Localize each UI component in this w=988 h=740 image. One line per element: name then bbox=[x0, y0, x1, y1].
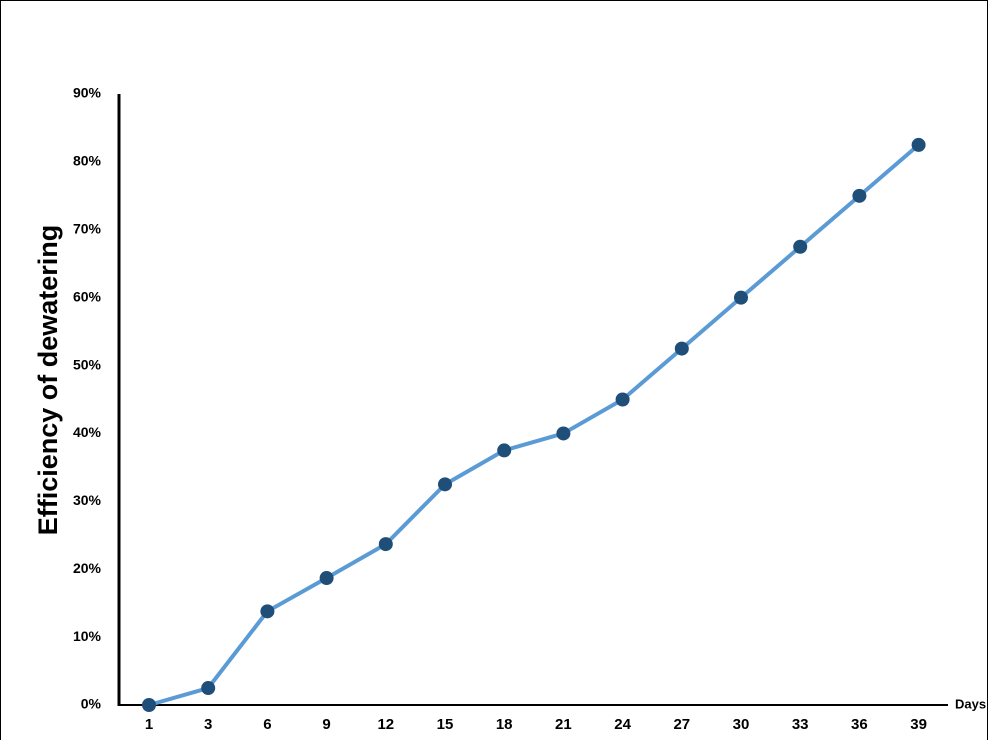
x-tick-label: 15 bbox=[437, 716, 454, 733]
x-tick-label: 18 bbox=[496, 716, 513, 733]
x-tick-label: 24 bbox=[614, 716, 631, 733]
data-point bbox=[852, 188, 867, 203]
y-tick-label: 70% bbox=[73, 220, 102, 236]
data-point bbox=[556, 426, 571, 441]
y-tick-label: 30% bbox=[73, 492, 102, 508]
data-point bbox=[260, 604, 275, 619]
x-tick-label: 33 bbox=[792, 716, 809, 733]
plot-area bbox=[142, 137, 926, 712]
data-point bbox=[142, 698, 156, 712]
x-tick-label: 39 bbox=[910, 716, 927, 733]
data-point bbox=[911, 137, 926, 152]
x-tick-labels: 1 3 6 9 12 15 18 21 24 27 30 33 36 39 bbox=[145, 716, 927, 733]
x-tick-label: 9 bbox=[322, 716, 330, 733]
x-tick-label: 12 bbox=[377, 716, 394, 733]
data-point bbox=[674, 341, 689, 356]
y-tick-label: 90% bbox=[73, 85, 102, 101]
x-axis-label: Days bbox=[955, 696, 986, 711]
data-point bbox=[615, 392, 630, 407]
data-point bbox=[497, 443, 512, 458]
y-tick-label: 60% bbox=[73, 288, 102, 304]
x-tick-label: 6 bbox=[263, 716, 271, 733]
x-tick-label: 3 bbox=[204, 716, 212, 733]
data-point bbox=[438, 477, 452, 492]
y-axis-label: Efficiency of dewatering bbox=[33, 225, 63, 536]
y-tick-label: 10% bbox=[73, 628, 102, 644]
y-tick-label: 0% bbox=[81, 696, 102, 712]
y-tick-labels: 0% 10% 20% 30% 40% 50% 60% 70% 80% 90% bbox=[73, 85, 102, 712]
y-tick-label: 80% bbox=[73, 153, 102, 169]
y-tick-label: 20% bbox=[73, 560, 102, 576]
y-tick-label: 50% bbox=[73, 356, 102, 372]
x-tick-label: 21 bbox=[555, 716, 572, 733]
x-tick-label: 27 bbox=[673, 716, 690, 733]
x-tick-label: 36 bbox=[851, 716, 868, 733]
series-line bbox=[148, 143, 920, 707]
data-point bbox=[734, 290, 748, 305]
x-tick-label: 30 bbox=[733, 716, 750, 733]
data-point bbox=[378, 537, 393, 552]
data-point bbox=[319, 571, 334, 586]
data-point bbox=[793, 239, 808, 254]
data-point bbox=[201, 681, 216, 696]
y-tick-label: 40% bbox=[73, 424, 102, 440]
x-tick-label: 1 bbox=[145, 716, 153, 733]
